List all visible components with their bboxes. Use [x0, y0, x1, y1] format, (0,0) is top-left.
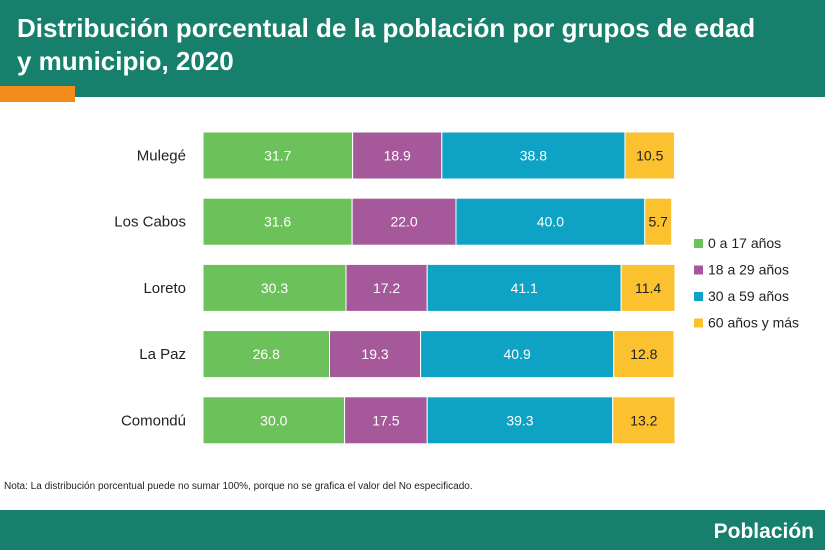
bar-loreto-30-a-59-anos — [426, 263, 622, 312]
data-label-loreto-0-a-17-anos: 30.3 — [261, 280, 288, 296]
legend-label-60-anos-y-mas: 60 años y más — [708, 315, 799, 331]
bar-los-cabos-18-a-29-anos — [351, 197, 457, 246]
bar-los-cabos-30-a-59-anos — [455, 197, 646, 246]
data-label-comondu-0-a-17-anos: 30.0 — [260, 412, 287, 428]
bar-loreto-18-a-29-anos — [345, 263, 428, 312]
data-label-los-cabos-60-anos-y-mas: 5.7 — [649, 214, 669, 230]
data-label-los-cabos-18-a-29-anos: 22.0 — [390, 214, 417, 230]
data-label-la-paz-30-a-59-anos: 40.9 — [503, 346, 530, 362]
data-label-la-paz-18-a-29-anos: 19.3 — [361, 346, 388, 362]
category-label-loreto: Loreto — [143, 280, 186, 297]
data-label-comondu-30-a-59-anos: 39.3 — [506, 412, 533, 428]
data-label-comondu-18-a-29-anos: 17.5 — [372, 412, 399, 428]
bar-los-cabos-0-a-17-anos — [202, 197, 353, 246]
legend-swatch-18-a-29-anos — [694, 265, 703, 275]
data-label-la-paz-60-anos-y-mas: 12.8 — [630, 346, 657, 362]
footnote: Nota: La distribución porcentual puede n… — [4, 481, 473, 492]
bar-comondu-30-a-59-anos — [426, 396, 614, 445]
bar-los-cabos-60-anos-y-mas — [644, 197, 673, 246]
legend-label-18-a-29-anos: 18 a 29 años — [708, 262, 789, 278]
data-label-la-paz-0-a-17-anos: 26.8 — [253, 346, 280, 362]
bar-la-paz-60-anos-y-mas — [613, 330, 675, 379]
brand-label: Población — [713, 520, 814, 543]
bar-la-paz-30-a-59-anos — [420, 330, 615, 379]
header-bar: Distribución porcentual de la población … — [0, 0, 825, 97]
legend-label-30-a-59-anos: 30 a 59 años — [708, 288, 789, 304]
footer-bar: Población — [0, 510, 825, 550]
data-label-loreto-30-a-59-anos: 41.1 — [511, 280, 538, 296]
bar-la-paz-0-a-17-anos — [202, 330, 330, 379]
data-label-loreto-18-a-29-anos: 17.2 — [373, 280, 400, 296]
legend-swatch-0-a-17-anos — [694, 239, 703, 248]
data-label-mulege-18-a-29-anos: 18.9 — [384, 148, 411, 164]
data-label-mulege-30-a-59-anos: 38.8 — [520, 148, 547, 164]
bar-loreto-0-a-17-anos — [202, 263, 347, 312]
accent-bar — [0, 86, 75, 102]
legend-swatch-30-a-59-anos — [694, 292, 703, 301]
stacked-bar-chart: Mulegé 31.7 18.9 38.8 10.5 Los Cabos 31.6 22.0 4… — [114, 131, 799, 445]
category-label-la-paz: La Paz — [139, 346, 186, 363]
data-label-los-cabos-0-a-17-anos: 31.6 — [264, 214, 291, 230]
bar-loreto-60-anos-y-mas — [620, 263, 676, 312]
bar-mulege-18-a-29-anos — [352, 131, 443, 180]
bar-mulege-60-anos-y-mas — [624, 131, 676, 180]
data-label-comondu-60-anos-y-mas: 13.2 — [630, 412, 657, 428]
bar-comondu-18-a-29-anos — [344, 396, 428, 445]
data-label-los-cabos-30-a-59-anos: 40.0 — [537, 214, 564, 230]
data-label-mulege-0-a-17-anos: 31.7 — [264, 148, 291, 164]
legend-label-0-a-17-anos: 0 a 17 años — [708, 235, 781, 251]
bar-comondu-60-anos-y-mas — [612, 396, 676, 445]
data-label-loreto-60-anos-y-mas: 11.4 — [635, 280, 661, 296]
legend-swatch-60-anos-y-mas — [694, 318, 703, 328]
category-label-los-cabos: Los Cabos — [114, 214, 186, 231]
data-label-mulege-60-anos-y-mas: 10.5 — [636, 148, 663, 164]
category-label-comondu: Comondú — [121, 412, 186, 429]
bar-la-paz-18-a-29-anos — [328, 330, 422, 379]
category-label-mulege: Mulegé — [137, 148, 186, 165]
page-title: Distribución porcentual de la población … — [17, 13, 756, 76]
